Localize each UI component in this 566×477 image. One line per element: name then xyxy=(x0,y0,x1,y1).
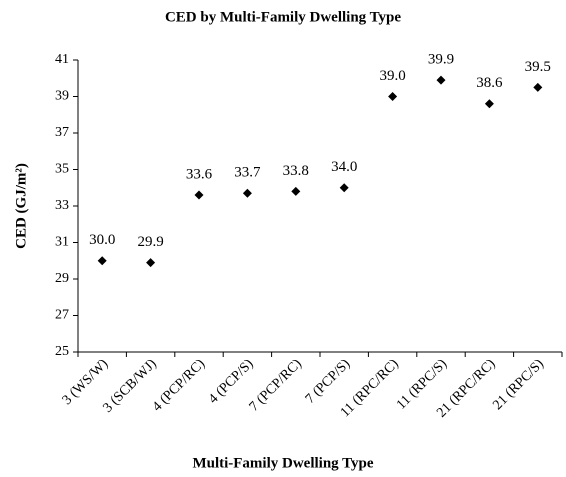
y-tick-label: 29 xyxy=(55,271,69,286)
y-tick-label: 27 xyxy=(55,308,69,323)
y-tick-label: 41 xyxy=(55,52,69,67)
marker xyxy=(533,82,543,92)
y-tick-label: 35 xyxy=(55,162,69,177)
marker xyxy=(484,99,494,109)
marker xyxy=(339,183,349,193)
data-label: 30.0 xyxy=(89,232,115,248)
marker xyxy=(146,258,156,268)
marker xyxy=(194,190,204,200)
data-label: 33.8 xyxy=(283,163,309,179)
chart-title: CED by Multi-Family Dwelling Type xyxy=(165,9,401,25)
y-tick-label: 37 xyxy=(55,125,69,140)
marker xyxy=(97,256,107,266)
data-label: 39.0 xyxy=(379,68,405,84)
marker xyxy=(242,188,252,198)
y-tick-label: 25 xyxy=(55,344,69,359)
x-tick-label: 4 (PCP/RC) xyxy=(150,356,208,414)
data-label: 39.5 xyxy=(525,59,551,75)
y-axis-label: CED (GJ/m²) xyxy=(13,163,29,249)
y-tick-label: 39 xyxy=(55,89,69,104)
x-tick-label: 21 (RPC/S) xyxy=(490,356,547,413)
x-axis-label: Multi-Family Dwelling Type xyxy=(192,455,373,471)
marker xyxy=(388,92,398,101)
data-label: 29.9 xyxy=(137,234,163,250)
data-label: 39.9 xyxy=(428,52,454,68)
data-label: 38.6 xyxy=(476,75,503,91)
y-tick-label: 33 xyxy=(55,198,69,213)
x-tick-label: 4 (PCP/S) xyxy=(206,356,257,407)
data-label: 34.0 xyxy=(331,159,357,175)
data-label: 33.6 xyxy=(186,166,213,182)
y-tick-label: 31 xyxy=(55,235,69,250)
data-label: 33.7 xyxy=(234,165,261,181)
marker xyxy=(436,75,446,85)
x-tick-label: 7 (PCP/RC) xyxy=(247,356,305,414)
x-tick-label: 3 (WS/W) xyxy=(60,356,112,408)
marker xyxy=(291,186,301,196)
x-tick-label: 7 (PCP/S) xyxy=(303,356,354,407)
